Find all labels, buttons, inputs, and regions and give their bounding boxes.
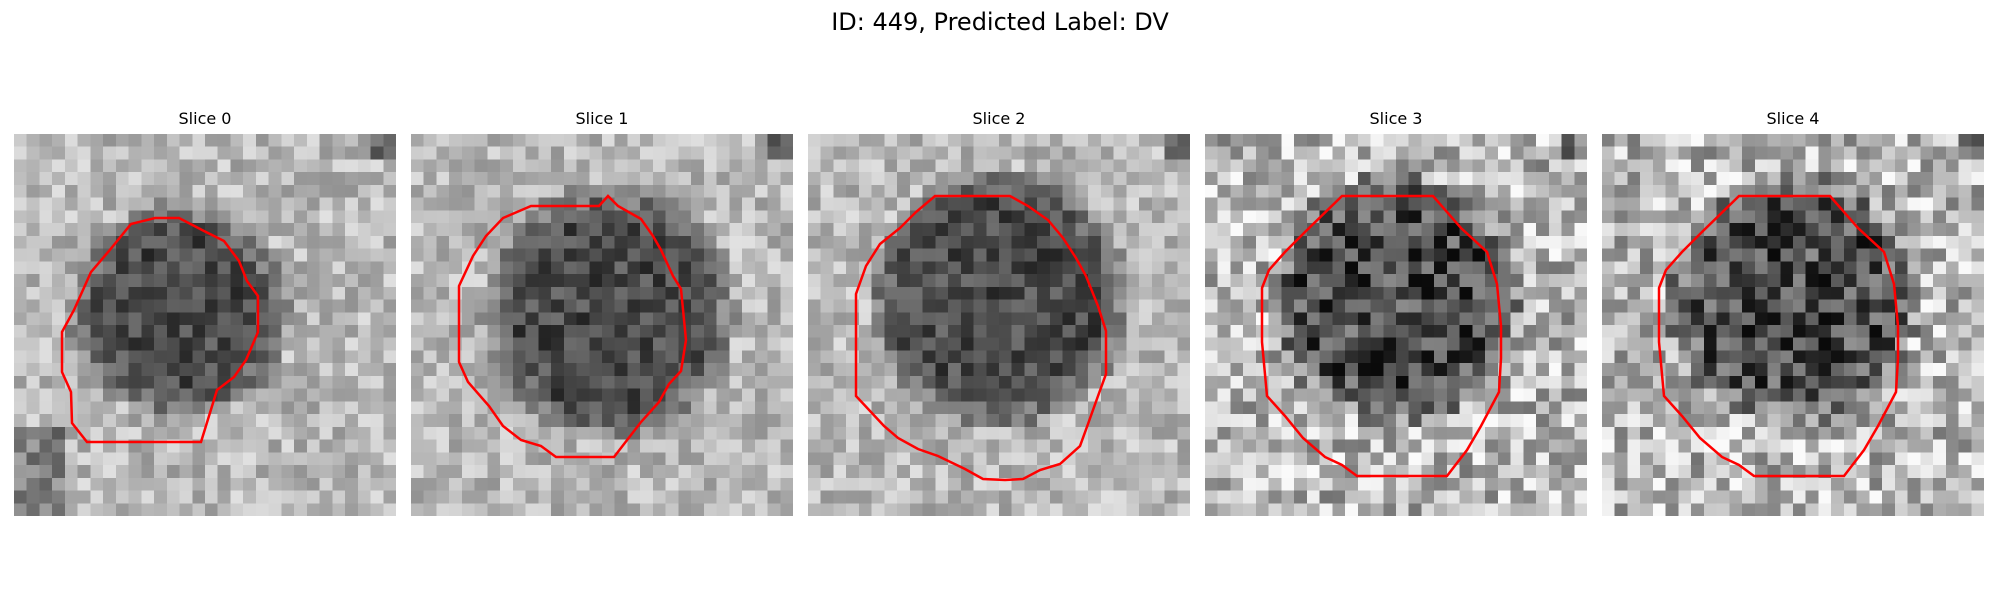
figure-title: ID: 449, Predicted Label: DV	[0, 6, 2000, 38]
slice-1-panel	[411, 134, 793, 516]
slice-4-contour	[1659, 196, 1898, 476]
slice-2-contour	[856, 196, 1106, 480]
slice-0-contour	[62, 218, 258, 442]
slice-3-contour-layer	[1205, 134, 1587, 516]
slice-3-panel	[1205, 134, 1587, 516]
slice-4-contour-layer	[1602, 134, 1984, 516]
slice-3-title: Slice 3	[1205, 109, 1587, 129]
slice-1-title: Slice 1	[411, 109, 793, 129]
slice-3-contour	[1262, 196, 1501, 476]
slice-2-panel	[808, 134, 1190, 516]
slice-4-title: Slice 4	[1602, 109, 1984, 129]
slice-2-contour-layer	[808, 134, 1190, 516]
slice-2-title: Slice 2	[808, 109, 1190, 129]
slice-0-panel	[14, 134, 396, 516]
slice-0-title: Slice 0	[14, 109, 396, 129]
slice-1-contour-layer	[411, 134, 793, 516]
slice-1-contour	[459, 196, 686, 457]
slice-0-contour-layer	[14, 134, 396, 516]
slice-4-panel	[1602, 134, 1984, 516]
